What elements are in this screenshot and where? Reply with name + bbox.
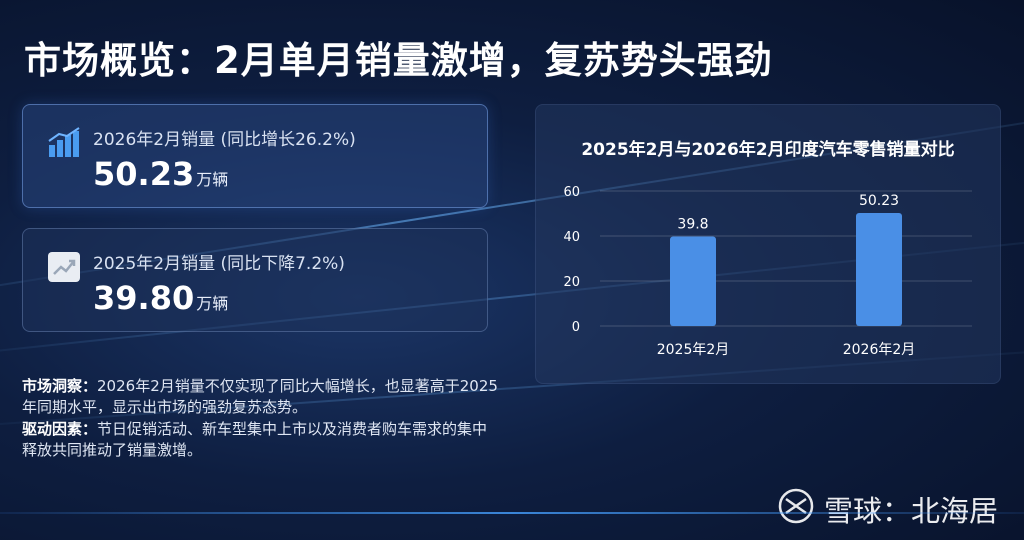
- note-market-insight: 市场洞察：2026年2月销量不仅实现了同比大幅增长，也显著高于2025年同期水平…: [22, 376, 500, 418]
- x-tick-label: 2026年2月: [843, 342, 916, 358]
- note-text: 节日促销活动、新车型集中上市以及消费者购车需求的集中释放共同推动了销量激增。: [22, 420, 488, 459]
- note-text: 2026年2月销量不仅实现了同比大幅增长，也显著高于2025年同期水平，显示出市…: [22, 377, 498, 416]
- bar-data-label: 50.23: [859, 193, 899, 209]
- trend-chart-icon: [48, 252, 80, 282]
- card-value: 39.80: [93, 279, 195, 317]
- bar-chart: 0 20 40 60 39.8 2025年2月 50.23 2026年2月: [563, 185, 972, 358]
- note-heading: 驱动因素：: [22, 420, 98, 438]
- y-tick-label: 0: [572, 320, 580, 335]
- x-tick-label: 2025年2月: [657, 342, 730, 358]
- card-unit: 万辆: [196, 294, 229, 313]
- y-tick-label: 20: [563, 275, 580, 290]
- watermark-brand: 雪球：北海居: [824, 494, 999, 528]
- chart-panel: 2025年2月与2026年2月印度汽车零售销量对比 0 20 40 60 39.8 202…: [535, 104, 1001, 384]
- sales-card-2025: 2025年2月销量 (同比下降7.2%) 39.80 万辆: [22, 228, 488, 332]
- y-tick-label: 40: [563, 230, 580, 245]
- card-label: 2026年2月销量 (同比增长26.2%): [93, 130, 356, 150]
- bar-data-label: 39.8: [677, 216, 708, 232]
- sales-card-2026: 2026年2月销量 (同比增长26.2%) 50.23 万辆: [22, 104, 488, 208]
- bar: [670, 236, 716, 326]
- bar-chart-icon: [48, 127, 80, 157]
- card-value: 50.23: [93, 155, 195, 193]
- note-heading: 市场洞察：: [22, 377, 98, 395]
- chart-title: 2025年2月与2026年2月印度汽车零售销量对比: [581, 140, 955, 160]
- page-title: 市场概览：2月单月销量激增，复苏势头强劲: [24, 39, 773, 82]
- analysis-notes: 市场洞察：2026年2月销量不仅实现了同比大幅增长，也显著高于2025年同期水平…: [22, 376, 500, 462]
- note-drivers: 驱动因素：节日促销活动、新车型集中上市以及消费者购车需求的集中释放共同推动了销量…: [22, 419, 500, 461]
- card-label: 2025年2月销量 (同比下降7.2%): [93, 254, 345, 274]
- y-tick-label: 60: [563, 185, 580, 200]
- card-unit: 万辆: [196, 170, 229, 189]
- snowball-logo-icon: [778, 488, 814, 524]
- bar: [856, 212, 902, 326]
